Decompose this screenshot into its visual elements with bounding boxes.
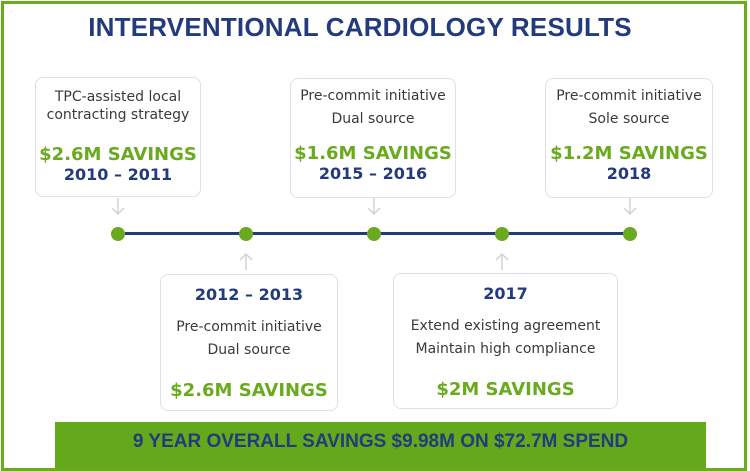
- arrow-down-icon: [108, 198, 128, 216]
- milestone-desc: Dual source: [207, 342, 291, 358]
- timeline-dot: [623, 227, 637, 241]
- milestone-savings: $2M SAVINGS: [436, 379, 575, 400]
- milestone-desc: Extend existing agreement: [410, 318, 601, 334]
- timeline-dot: [367, 227, 381, 241]
- milestone-desc: Pre-commit initiative: [556, 88, 702, 104]
- milestone-card-2012: 2012 – 2013 Pre-commit initiative Dual s…: [160, 274, 338, 411]
- milestone-desc: Maintain high compliance: [415, 341, 596, 357]
- milestone-years: 2018: [606, 164, 652, 183]
- milestone-card-2015: Pre-commit initiative Dual source $1.6M …: [290, 78, 456, 198]
- milestone-years: 2015 – 2016: [318, 164, 428, 183]
- milestone-years: 2017: [483, 284, 528, 303]
- milestone-card-2018: Pre-commit initiative Sole source $1.2M …: [545, 78, 713, 198]
- timeline-dot: [111, 227, 125, 241]
- timeline-dot: [495, 227, 509, 241]
- milestone-years: 2012 – 2013: [194, 285, 304, 304]
- milestone-card-2010: TPC-assisted local contracting strategy …: [35, 77, 201, 197]
- milestone-desc: Pre-commit initiative: [176, 319, 322, 335]
- page-title: INTERVENTIONAL CARDIOLOGY RESULTS: [88, 12, 632, 42]
- milestone-desc: TPC-assisted local: [54, 89, 182, 105]
- milestone-desc: contracting strategy: [46, 107, 190, 123]
- milestone-desc: Sole source: [588, 111, 670, 127]
- arrow-up-icon: [495, 252, 509, 270]
- arrow-down-icon: [367, 198, 381, 216]
- milestone-card-2017: 2017 Extend existing agreement Maintain …: [393, 273, 618, 409]
- milestone-savings: $2.6M SAVINGS: [170, 380, 328, 401]
- milestone-desc: Pre-commit initiative: [300, 88, 446, 104]
- arrow-down-icon: [623, 198, 637, 216]
- milestone-savings: $2.6M SAVINGS: [39, 144, 197, 165]
- timeline-dot: [239, 227, 253, 241]
- summary-banner: 9 YEAR OVERALL SAVINGS $9.98M ON $72.7M …: [55, 422, 706, 468]
- milestone-years: 2010 – 2011: [63, 165, 173, 184]
- milestone-savings: $1.6M SAVINGS: [294, 143, 452, 164]
- milestone-savings: $1.2M SAVINGS: [550, 143, 708, 164]
- milestone-desc: Dual source: [331, 111, 415, 127]
- arrow-up-icon: [239, 252, 253, 270]
